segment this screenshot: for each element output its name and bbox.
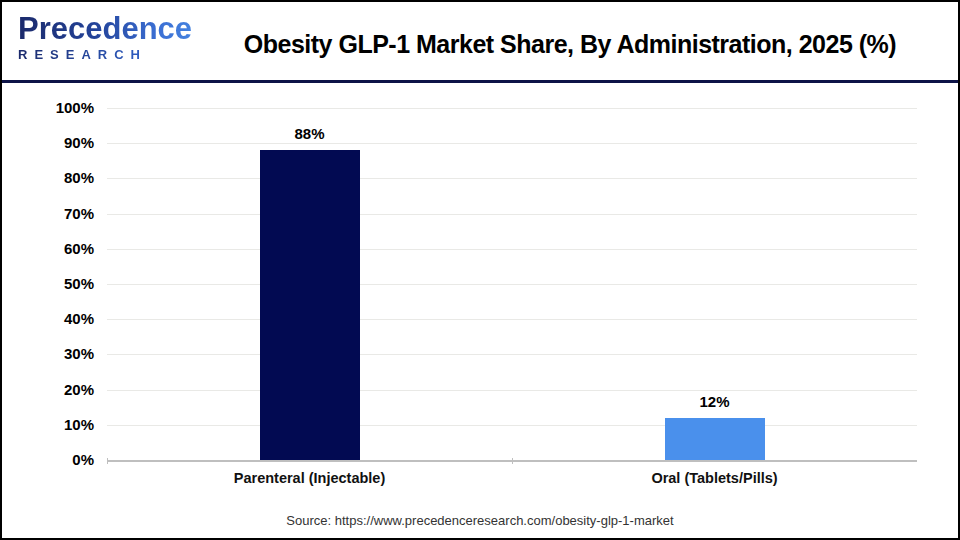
y-tick-label: 60% [30,240,94,257]
source-citation: Source: https://www.precedenceresearch.c… [2,513,958,528]
bar-value-label: 12% [655,393,775,410]
y-tick-label: 0% [30,451,94,468]
y-tick-label: 40% [30,310,94,327]
gridline [107,108,917,109]
logo-wordmark: Precedence [18,12,218,46]
gridline [107,249,917,250]
gridline [107,319,917,320]
x-category-label: Parenteral (Injectable) [107,470,512,486]
gridline [107,354,917,355]
gridline [107,143,917,144]
bar-value-label: 88% [250,125,370,142]
chart-card: Precedence RESEARCH Obesity GLP-1 Market… [0,0,960,540]
header: Precedence RESEARCH Obesity GLP-1 Market… [2,2,958,83]
bar-parenteral-injectable [260,150,360,460]
y-tick-label: 80% [30,169,94,186]
gridline [107,284,917,285]
x-axis-tick [107,458,108,464]
bar-chart: 0% 10% 20% 30% 40% 50% 60% 70% 80% 90% 100% 88% 12%… [2,86,960,540]
y-tick-label: 30% [30,345,94,362]
precedence-research-logo: Precedence RESEARCH [18,12,218,63]
gridline [107,390,917,391]
x-axis-tick [512,458,513,464]
y-tick-label: 90% [30,134,94,151]
y-tick-label: 100% [30,99,94,116]
y-tick-label: 10% [30,416,94,433]
chart-title: Obesity GLP-1 Market Share, By Administr… [222,30,918,59]
gridline [107,214,917,215]
y-tick-label: 50% [30,275,94,292]
logo-subtitle: RESEARCH [18,47,218,63]
y-tick-label: 70% [30,205,94,222]
bar-oral-tablets-pills [665,418,765,460]
x-category-label: Oral (Tablets/Pills) [512,470,917,486]
y-tick-label: 20% [30,381,94,398]
gridline [107,178,917,179]
gridline [107,425,917,426]
